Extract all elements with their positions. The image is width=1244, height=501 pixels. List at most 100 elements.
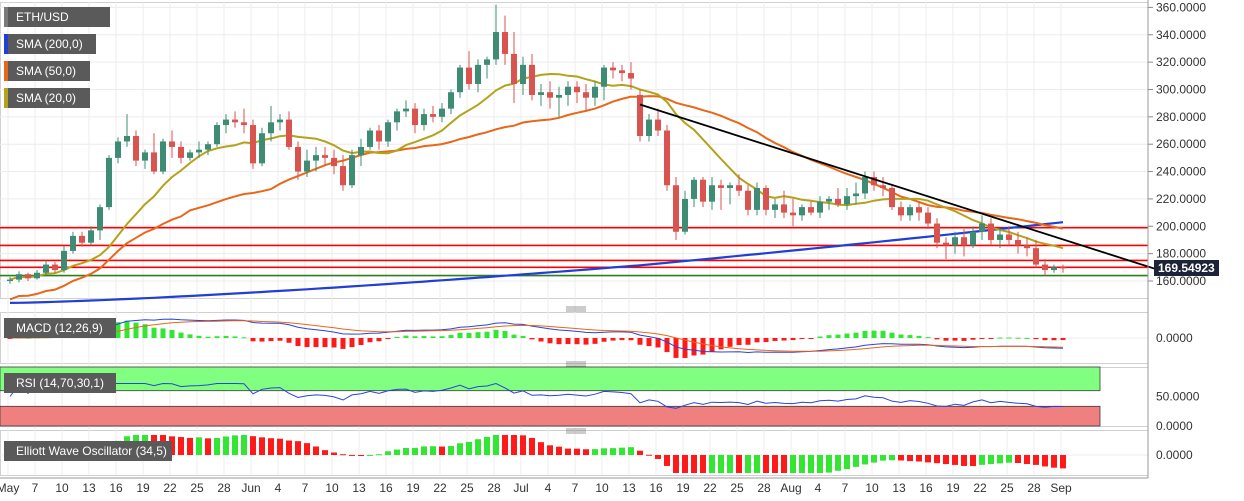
candle[interactable] bbox=[655, 108, 661, 136]
candle[interactable] bbox=[502, 15, 508, 65]
candle[interactable] bbox=[781, 190, 787, 219]
candle[interactable] bbox=[709, 177, 715, 210]
candle[interactable] bbox=[844, 187, 850, 210]
legend-sma50[interactable]: SMA (50,0) bbox=[4, 61, 90, 81]
candle[interactable] bbox=[61, 245, 67, 273]
candle[interactable] bbox=[16, 271, 22, 283]
panel-resize-handles[interactable] bbox=[566, 306, 586, 434]
candle[interactable] bbox=[187, 149, 193, 161]
candle[interactable] bbox=[916, 201, 922, 221]
legend-sma200[interactable]: SMA (200,0) bbox=[4, 34, 96, 54]
candle[interactable] bbox=[1015, 231, 1021, 254]
candle[interactable] bbox=[907, 204, 913, 221]
legend-sma20[interactable]: SMA (20,0) bbox=[4, 88, 90, 108]
candle[interactable] bbox=[331, 149, 337, 175]
candle[interactable] bbox=[1060, 264, 1066, 273]
macd-panel-label[interactable]: MACD (12,26,9) bbox=[4, 318, 116, 338]
candle[interactable] bbox=[133, 130, 139, 167]
candle[interactable] bbox=[142, 149, 148, 169]
candle[interactable] bbox=[403, 100, 409, 117]
candle[interactable] bbox=[1042, 259, 1048, 276]
candle[interactable] bbox=[628, 62, 634, 90]
candle[interactable] bbox=[34, 270, 40, 280]
candle[interactable] bbox=[1051, 264, 1057, 273]
candle[interactable] bbox=[160, 138, 166, 175]
candle[interactable] bbox=[430, 105, 436, 123]
candle[interactable] bbox=[43, 260, 49, 276]
candle[interactable] bbox=[664, 125, 670, 191]
legend-symbol[interactable]: ETH/USD bbox=[4, 7, 110, 27]
candle[interactable] bbox=[745, 185, 751, 216]
candle[interactable] bbox=[943, 237, 949, 260]
candle[interactable] bbox=[52, 261, 58, 273]
candle[interactable] bbox=[601, 64, 607, 101]
candle[interactable] bbox=[259, 127, 265, 167]
candle[interactable] bbox=[997, 229, 1003, 249]
candle[interactable] bbox=[934, 218, 940, 249]
candle[interactable] bbox=[70, 231, 76, 254]
candle[interactable] bbox=[700, 177, 706, 208]
candle[interactable] bbox=[286, 111, 292, 150]
panel-resize-handle[interactable] bbox=[566, 361, 586, 367]
candle[interactable] bbox=[1033, 239, 1039, 268]
candle[interactable] bbox=[7, 276, 13, 284]
candle[interactable] bbox=[412, 103, 418, 134]
candle[interactable] bbox=[691, 177, 697, 208]
candle[interactable] bbox=[772, 198, 778, 219]
panel-resize-handle[interactable] bbox=[566, 306, 586, 312]
candle[interactable] bbox=[583, 84, 589, 112]
candle[interactable] bbox=[556, 86, 562, 117]
candle[interactable] bbox=[565, 81, 571, 106]
candle[interactable] bbox=[637, 89, 643, 142]
ewo-panel-label[interactable]: Elliott Wave Oscillator (34,5) bbox=[4, 441, 172, 461]
candle[interactable] bbox=[268, 105, 274, 142]
candle[interactable] bbox=[106, 155, 112, 210]
candle[interactable] bbox=[808, 201, 814, 216]
candle[interactable] bbox=[205, 141, 211, 156]
candle[interactable] bbox=[835, 187, 841, 208]
candle[interactable] bbox=[970, 226, 976, 249]
candle[interactable] bbox=[223, 114, 229, 134]
candlesticks[interactable] bbox=[7, 4, 1066, 284]
candle[interactable] bbox=[610, 62, 616, 79]
candle[interactable] bbox=[322, 146, 328, 167]
candle[interactable] bbox=[853, 182, 859, 205]
panel-resize-handle[interactable] bbox=[566, 428, 586, 434]
candle[interactable] bbox=[754, 182, 760, 216]
candle[interactable] bbox=[367, 127, 373, 150]
candle[interactable] bbox=[178, 141, 184, 164]
candle[interactable] bbox=[358, 138, 364, 167]
candle[interactable] bbox=[898, 201, 904, 221]
rsi-panel-label[interactable]: RSI (14,70,30,1) bbox=[4, 373, 116, 393]
candle[interactable] bbox=[646, 114, 652, 142]
candle[interactable] bbox=[475, 59, 481, 93]
candle[interactable] bbox=[484, 56, 490, 79]
candle[interactable] bbox=[394, 108, 400, 131]
candle[interactable] bbox=[277, 114, 283, 131]
candle[interactable] bbox=[538, 84, 544, 106]
candle[interactable] bbox=[961, 229, 967, 257]
candle[interactable] bbox=[457, 64, 463, 98]
candle[interactable] bbox=[439, 103, 445, 123]
candle[interactable] bbox=[169, 130, 175, 158]
candle[interactable] bbox=[250, 119, 256, 169]
candle[interactable] bbox=[1024, 237, 1030, 257]
candle[interactable] bbox=[718, 179, 724, 210]
candle[interactable] bbox=[304, 149, 310, 178]
candle[interactable] bbox=[619, 64, 625, 82]
candle[interactable] bbox=[799, 204, 805, 221]
candle[interactable] bbox=[736, 174, 742, 197]
candle[interactable] bbox=[574, 81, 580, 104]
candle[interactable] bbox=[151, 133, 157, 175]
candle[interactable] bbox=[520, 56, 526, 95]
candle[interactable] bbox=[241, 108, 247, 134]
candle[interactable] bbox=[232, 111, 238, 128]
candle[interactable] bbox=[673, 177, 679, 240]
candle[interactable] bbox=[727, 182, 733, 205]
candle[interactable] bbox=[295, 141, 301, 180]
candle[interactable] bbox=[889, 185, 895, 210]
candle[interactable] bbox=[88, 226, 94, 246]
candle[interactable] bbox=[529, 53, 535, 101]
candle[interactable] bbox=[493, 4, 499, 65]
